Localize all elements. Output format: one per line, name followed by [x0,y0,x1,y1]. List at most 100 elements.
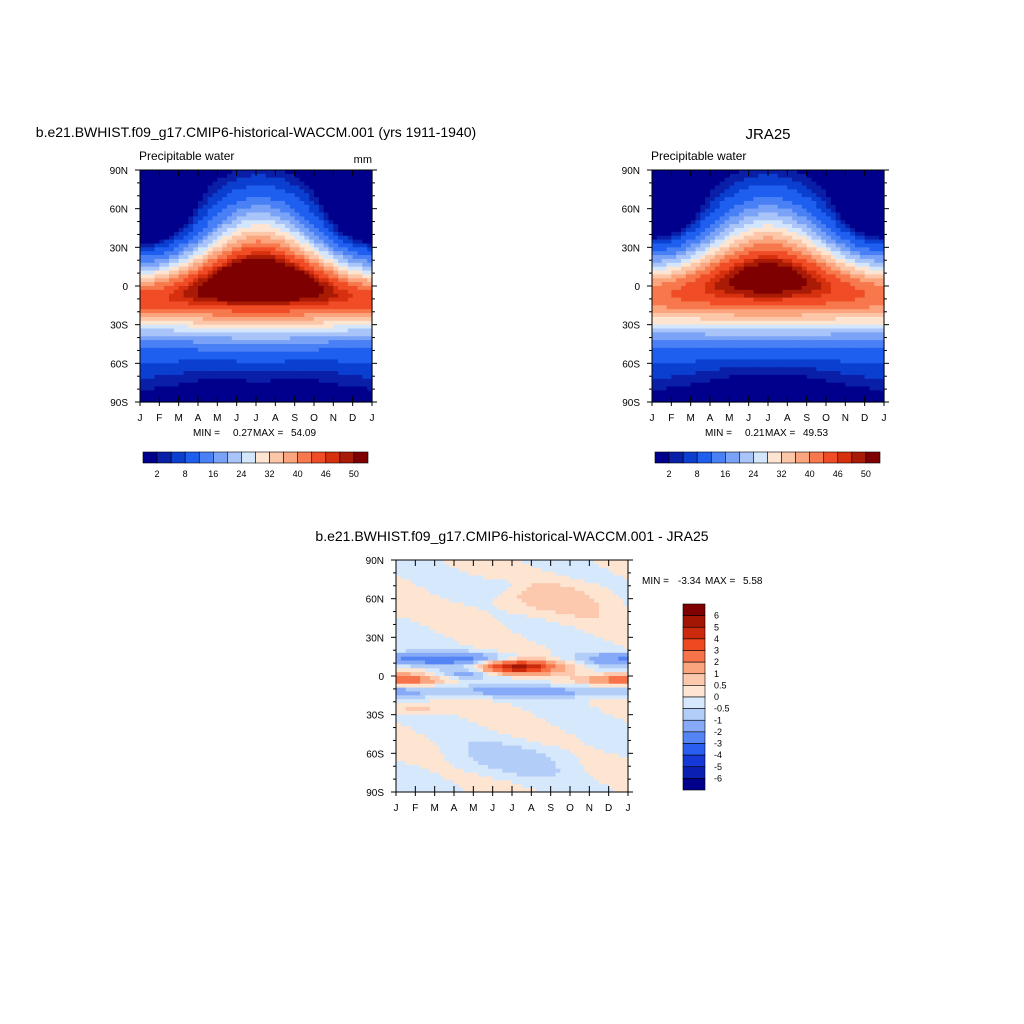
heatmap-cell [294,355,301,361]
heatmap-cell [270,224,276,229]
heatmap-cell [318,258,325,264]
heatmap-cell [811,293,817,299]
heatmap-cell [227,316,233,322]
heatmap-cell [792,220,798,225]
heatmap-cell [236,293,243,299]
heatmap-cell [212,336,218,341]
heatmap-cell [661,224,668,229]
heatmap-cell [154,289,160,295]
heatmap-cell [859,301,866,306]
heatmap-cell [270,309,276,314]
heatmap-cell [753,305,759,310]
heatmap-cell [299,251,305,256]
heatmap-cell [362,224,368,229]
heatmap-cell [830,228,837,233]
heatmap-cell [874,251,880,256]
heatmap-cell [270,177,276,183]
heatmap-cell [256,235,262,241]
heatmap-cell [347,282,354,287]
heatmap-cell [367,270,373,275]
heatmap-cell [318,328,325,333]
heatmap-cell [275,282,281,287]
heatmap-cell [835,208,842,214]
heatmap-cell [787,208,793,214]
heatmap-cell [347,239,354,245]
heatmap-cell [753,197,759,202]
heatmap-cell [260,297,267,303]
heatmap-cell [859,193,866,198]
heatmap-cell [333,235,339,241]
heatmap-cell [864,231,871,237]
heatmap-cell [294,181,301,187]
heatmap-cell [231,394,238,399]
heatmap-cell [343,216,349,221]
heatmap-cell [251,197,257,202]
heatmap-cell [743,293,750,299]
heatmap-cell [246,251,252,256]
heatmap-cell [304,270,310,275]
heatmap-cell [270,398,276,403]
heatmap-cell [309,282,315,287]
heatmap-cell [845,247,851,252]
heatmap-cell [289,274,296,279]
heatmap-cell [748,197,755,202]
heatmap-cell [719,247,726,252]
heatmap-cell [318,262,325,268]
heatmap-cell [193,262,199,268]
heatmap-cell [768,262,774,268]
heatmap-cell [169,382,175,388]
heatmap-cell [285,390,291,395]
heatmap-cell [352,394,359,399]
heatmap-cell [265,274,272,279]
heatmap-cell [700,224,706,229]
heatmap-cell [787,239,793,245]
heatmap-cell [739,270,745,275]
heatmap-cell [787,274,793,279]
heatmap-cell [362,386,368,391]
heatmap-cell [188,270,194,275]
heatmap-cell [154,367,160,372]
heatmap-cell [236,309,243,314]
heatmap-cell [260,289,267,295]
heatmap-cell [739,286,745,291]
heatmap-cell [314,258,320,264]
heatmap-cell [338,243,344,248]
heatmap-cell [821,286,827,291]
heatmap-cell [140,189,146,194]
heatmap-cell [140,390,146,395]
heatmap-cell [285,243,291,248]
heatmap-cell [367,235,373,241]
heatmap-cell [207,286,214,291]
heatmap-cell [222,359,228,364]
heatmap-cell [879,197,885,202]
heatmap-cell [314,394,320,399]
heatmap-cell [328,185,334,190]
heatmap-cell [178,355,185,361]
heatmap-cell [323,200,330,206]
heatmap-cell [251,170,257,175]
heatmap-cell [227,394,233,399]
heatmap-cell [671,243,677,248]
heatmap-cell [743,231,750,237]
heatmap-cell [826,177,832,183]
heatmap-cell [217,193,223,198]
heatmap-cell [222,347,228,353]
heatmap-cell [671,204,677,210]
heatmap-cell [193,398,199,403]
heatmap-cell [690,239,697,245]
heatmap-cell [362,313,368,318]
heatmap-cell [806,247,813,252]
heatmap-cell [352,220,359,225]
heatmap-cell [280,289,286,295]
heatmap-cell [299,293,305,299]
heatmap-cell [178,289,185,295]
heatmap-cell [217,286,223,291]
heatmap-cell [700,313,706,318]
heatmap-cell [792,208,798,214]
heatmap-cell [309,181,315,187]
heatmap-cell [758,212,764,217]
heatmap-cell [169,340,175,345]
heatmap-cell [797,289,803,295]
heatmap-cell [816,239,822,245]
heatmap-cell [304,382,310,388]
